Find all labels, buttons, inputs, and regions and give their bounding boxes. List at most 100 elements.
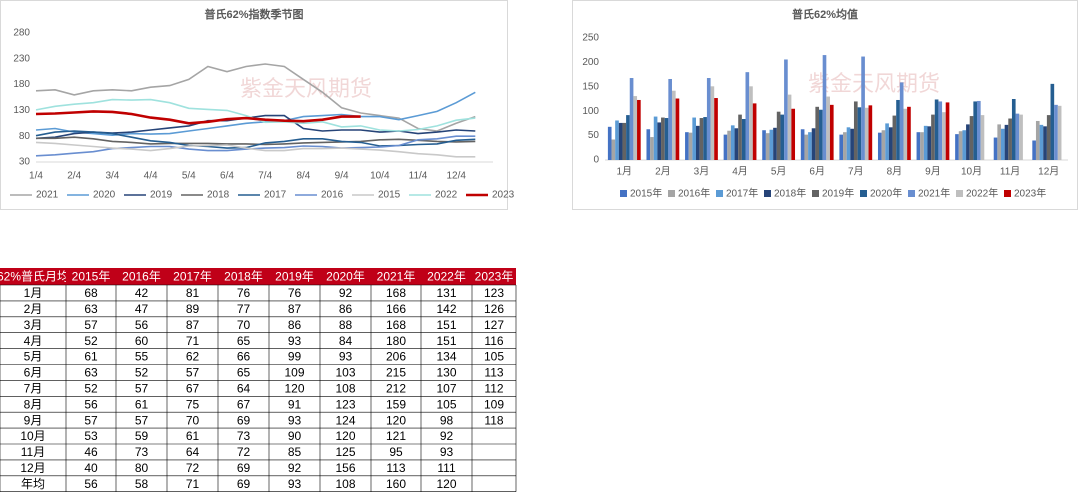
y-tick-label: 180: [13, 79, 30, 90]
table-cell: 68: [84, 286, 98, 300]
bar: [846, 127, 851, 160]
bar: [1004, 124, 1009, 160]
bar: [931, 114, 935, 160]
table-cell: 95: [389, 445, 403, 459]
table-cell: 55: [135, 350, 149, 364]
table-cell: 67: [237, 397, 251, 411]
line-chart-frame: [0, 0, 508, 210]
y-tick-label: 50: [588, 130, 600, 141]
x-tick-label: 8月: [887, 166, 903, 178]
bar: [945, 102, 950, 160]
table-cell: 134: [436, 350, 456, 364]
legend-swatch: [908, 190, 915, 197]
y-tick-label: 250: [582, 33, 599, 44]
table-cell: 93: [288, 477, 302, 491]
bar: [1050, 83, 1055, 160]
table-cell: 年均: [21, 477, 45, 491]
legend-label: 2021年: [918, 187, 950, 200]
table-header-cell: 2020年: [326, 270, 365, 284]
x-tick-label: 3月: [694, 166, 710, 178]
table-cell: 151: [436, 334, 456, 348]
bar: [765, 133, 770, 160]
bar: [993, 137, 998, 160]
legend-label: 2019年: [822, 187, 854, 200]
table-cell: 105: [436, 397, 456, 411]
table-cell: 123: [335, 397, 355, 411]
x-tick-label: 10/4: [370, 171, 390, 182]
table-cell: 9月: [24, 413, 43, 427]
bar: [977, 100, 981, 160]
bar: [1054, 104, 1058, 160]
table-cell: 59: [135, 429, 149, 443]
table-cell: 87: [186, 318, 200, 332]
table-cell: 69: [237, 413, 251, 427]
legend-swatch: [668, 190, 675, 197]
bar: [787, 94, 792, 160]
table-cell: 4月: [24, 334, 43, 348]
bar: [749, 86, 753, 160]
bar: [727, 130, 731, 160]
chart-title: 普氏62%指数季节图: [204, 7, 303, 21]
y-tick-label: 280: [13, 28, 30, 39]
bar: [1011, 99, 1016, 160]
table-cell: 92: [440, 429, 454, 443]
table-cell: 112: [484, 382, 503, 396]
table-cell: 5月: [24, 350, 43, 364]
table-cell: 57: [84, 413, 98, 427]
table-cell: 61: [135, 397, 149, 411]
y-tick-label: 130: [13, 105, 30, 116]
table-cell: 120: [436, 477, 456, 491]
table-cell: 57: [135, 413, 149, 427]
table-cell: 123: [484, 286, 504, 300]
table-cell: 121: [386, 429, 406, 443]
bar: [811, 128, 816, 160]
bar: [622, 122, 627, 160]
bar: [896, 99, 900, 160]
bar: [892, 115, 897, 160]
table-cell: 71: [186, 477, 200, 491]
bar: [710, 86, 715, 160]
y-tick-label: 0: [593, 155, 599, 166]
bar: [1001, 128, 1005, 160]
bar: [784, 59, 788, 160]
bar: [839, 134, 844, 160]
bar: [934, 99, 939, 160]
table-cell: 215: [386, 366, 406, 380]
bar: [923, 125, 928, 160]
bar: [861, 56, 865, 160]
table-header-cell: 2017年: [173, 270, 212, 284]
bar: [864, 107, 869, 160]
table-cell: 120: [335, 429, 355, 443]
bar: [885, 123, 889, 160]
bar: [1046, 115, 1051, 160]
table-cell: 60: [135, 334, 149, 348]
table-cell: 56: [135, 318, 149, 332]
x-tick-label: 4/4: [144, 171, 158, 182]
table-cell: 47: [135, 302, 149, 316]
watermark: 紫金天风期货: [240, 76, 372, 101]
bar: [958, 131, 963, 160]
table-cell: 12月: [20, 461, 45, 475]
x-tick-label: 1/4: [29, 171, 43, 182]
bar: [734, 128, 739, 160]
table-cell: 61: [186, 429, 200, 443]
bar: [646, 129, 651, 160]
table-cell: 8月: [24, 397, 43, 411]
bar: [650, 137, 654, 160]
legend-label: 2020: [93, 190, 116, 201]
table-cell: 120: [386, 413, 406, 427]
bar: [653, 116, 658, 160]
table-cell: 91: [288, 397, 302, 411]
table-cell: 77: [237, 302, 251, 316]
table-header-cell: 2015年: [72, 270, 111, 284]
table-header-cell: 2023年: [475, 270, 514, 284]
table-cell: 93: [440, 445, 454, 459]
y-tick-label: 150: [582, 81, 599, 92]
bar: [1039, 124, 1044, 160]
table-cell: 125: [335, 445, 355, 459]
legend-label: 2023: [492, 190, 515, 201]
table-cell: 63: [84, 302, 98, 316]
bar: [942, 112, 946, 160]
y-tick-label: 200: [582, 57, 599, 68]
bar: [626, 115, 630, 160]
